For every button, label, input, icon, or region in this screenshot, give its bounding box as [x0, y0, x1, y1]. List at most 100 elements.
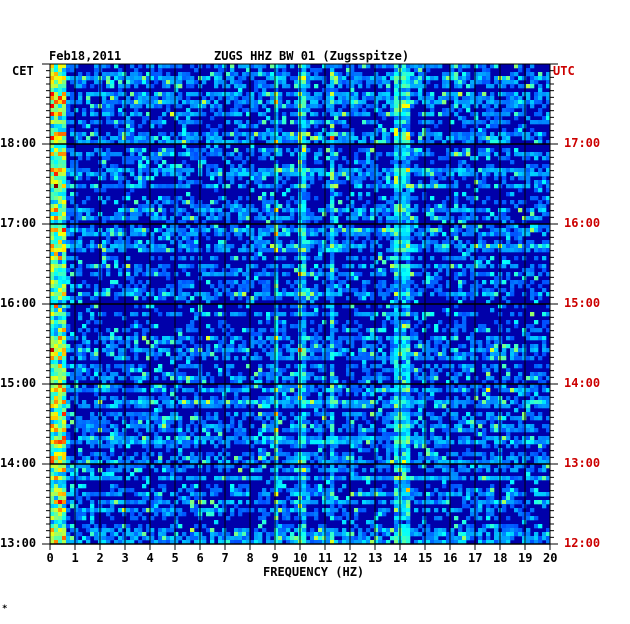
spectrogram-cell	[130, 112, 135, 117]
spectrogram-cell	[362, 96, 367, 101]
spectrogram-cell	[162, 96, 167, 101]
spectrogram-cell	[362, 208, 367, 213]
spectrogram-cell	[438, 244, 443, 249]
spectrogram-cell	[234, 356, 239, 361]
spectrogram-cell	[170, 232, 175, 237]
spectrogram-cell	[330, 304, 335, 309]
spectrogram-cell	[542, 232, 547, 237]
spectrogram-cell	[66, 120, 71, 125]
spectrogram-cell	[326, 96, 331, 101]
spectrogram-cell	[210, 108, 215, 113]
spectrogram-cell	[62, 276, 67, 281]
spectrogram-cell	[78, 300, 83, 305]
spectrogram-cell	[210, 136, 215, 141]
spectrogram-cell	[354, 76, 359, 81]
spectrogram-cell	[510, 96, 515, 101]
spectrogram-cell	[354, 228, 359, 233]
spectrogram-cell	[58, 236, 63, 241]
spectrogram-cell	[134, 104, 139, 109]
spectrogram-cell	[246, 284, 251, 289]
spectrogram-cell	[466, 196, 471, 201]
spectrogram-cell	[314, 272, 319, 277]
spectrogram-cell	[306, 244, 311, 249]
spectrogram-cell	[366, 200, 371, 205]
spectrogram-cell	[138, 176, 143, 181]
spectrogram-cell	[302, 160, 307, 165]
spectrogram-cell	[442, 76, 447, 81]
spectrogram-cell	[438, 248, 443, 253]
spectrogram-cell	[330, 284, 335, 289]
spectrogram-cell	[506, 148, 511, 153]
spectrogram-cell	[390, 168, 395, 173]
spectrogram-cell	[438, 336, 443, 341]
spectrogram-cell	[234, 108, 239, 113]
spectrogram-cell	[330, 80, 335, 85]
spectrogram-cell	[442, 356, 447, 361]
spectrogram-cell	[374, 172, 379, 177]
spectrogram-cell	[474, 348, 479, 353]
spectrogram-cell	[406, 356, 411, 361]
spectrogram-cell	[514, 244, 519, 249]
spectrogram-cell	[170, 208, 175, 213]
spectrogram-cell	[134, 140, 139, 145]
spectrogram-cell	[378, 64, 383, 69]
spectrogram-cell	[538, 100, 543, 105]
spectrogram-cell	[194, 152, 199, 157]
spectrogram-cell	[302, 100, 307, 105]
spectrogram-cell	[134, 304, 139, 309]
spectrogram-cell	[302, 324, 307, 329]
spectrogram-cell	[422, 316, 427, 321]
spectrogram-cell	[230, 172, 235, 177]
spectrogram-cell	[162, 296, 167, 301]
spectrogram-cell	[390, 76, 395, 81]
spectrogram-cell	[382, 280, 387, 285]
spectrogram-cell	[394, 332, 399, 337]
spectrogram-cell	[294, 200, 299, 205]
spectrogram-cell	[310, 288, 315, 293]
spectrogram-cell	[318, 356, 323, 361]
spectrogram-cell	[282, 332, 287, 337]
spectrogram-cell	[482, 348, 487, 353]
spectrogram-cell	[526, 208, 531, 213]
spectrogram-cell	[106, 196, 111, 201]
spectrogram-row	[50, 144, 411, 149]
spectrogram-cell	[182, 244, 187, 249]
spectrogram-cell	[266, 208, 271, 213]
spectrogram-cell	[422, 76, 427, 81]
spectrogram-cell	[118, 244, 123, 249]
spectrogram-cell	[174, 80, 179, 85]
spectrogram-cell	[158, 104, 163, 109]
spectrogram-cell	[434, 232, 439, 237]
spectrogram-cell	[302, 236, 307, 241]
spectrogram-cell	[482, 288, 487, 293]
spectrogram-cell	[162, 132, 167, 137]
spectrogram-cell	[494, 116, 499, 121]
spectrogram-cell	[478, 64, 483, 69]
spectrogram-cell	[262, 136, 267, 141]
spectrogram-cell	[90, 296, 95, 301]
spectrogram-cell	[470, 140, 475, 145]
spectrogram-cell	[522, 344, 527, 349]
spectrogram-cell	[138, 76, 143, 81]
spectrogram-cell	[274, 352, 279, 357]
spectrogram-cell	[490, 292, 495, 297]
spectrogram-cell	[402, 124, 407, 129]
spectrogram-cell	[346, 80, 351, 85]
spectrogram-cell	[178, 304, 183, 309]
spectrogram-cell	[470, 156, 475, 161]
spectrogram-cell	[262, 284, 267, 289]
spectrogram-cell	[126, 328, 131, 333]
spectrogram-cell	[182, 344, 187, 349]
spectrogram-cell	[306, 248, 311, 253]
spectrogram-cell	[210, 140, 215, 145]
spectrogram-cell	[170, 152, 175, 157]
spectrogram-cell	[438, 168, 443, 173]
spectrogram-cell	[410, 152, 415, 157]
spectrogram-cell	[62, 220, 67, 225]
spectrogram-cell	[354, 100, 359, 105]
spectrogram-cell	[406, 176, 411, 181]
spectrogram-cell	[186, 72, 191, 77]
spectrogram-cell	[110, 284, 115, 289]
spectrogram-cell	[342, 132, 347, 137]
